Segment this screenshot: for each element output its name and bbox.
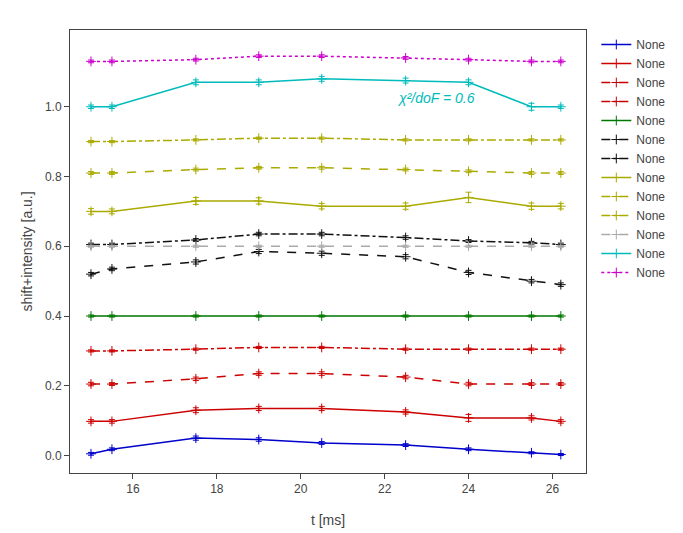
svg-text:16: 16 bbox=[126, 482, 140, 496]
svg-text:None: None bbox=[636, 114, 665, 128]
svg-text:None: None bbox=[636, 95, 665, 109]
svg-text:0.0: 0.0 bbox=[45, 449, 62, 463]
svg-text:18: 18 bbox=[210, 482, 224, 496]
svg-text:20: 20 bbox=[294, 482, 308, 496]
svg-text:None: None bbox=[636, 171, 665, 185]
svg-text:None: None bbox=[636, 247, 665, 261]
svg-text:0.8: 0.8 bbox=[45, 170, 62, 184]
svg-text:shift+intensity [a.u.]: shift+intensity [a.u.] bbox=[19, 191, 35, 311]
svg-text:None: None bbox=[636, 76, 665, 90]
svg-text:0.6: 0.6 bbox=[45, 239, 62, 253]
svg-text:t [ms]: t [ms] bbox=[311, 512, 345, 528]
svg-text:24: 24 bbox=[462, 482, 476, 496]
svg-text:0.2: 0.2 bbox=[45, 379, 62, 393]
svg-text:0.4: 0.4 bbox=[45, 309, 62, 323]
svg-text:None: None bbox=[636, 152, 665, 166]
svg-text:None: None bbox=[636, 38, 665, 52]
svg-text:χ²/doF = 0.6: χ²/doF = 0.6 bbox=[397, 90, 475, 106]
svg-text:22: 22 bbox=[378, 482, 392, 496]
svg-text:None: None bbox=[636, 266, 665, 280]
svg-text:1.0: 1.0 bbox=[45, 100, 62, 114]
svg-text:None: None bbox=[636, 190, 665, 204]
svg-text:None: None bbox=[636, 57, 665, 71]
svg-text:26: 26 bbox=[546, 482, 560, 496]
svg-text:None: None bbox=[636, 133, 665, 147]
svg-text:None: None bbox=[636, 209, 665, 223]
svg-text:None: None bbox=[636, 228, 665, 242]
